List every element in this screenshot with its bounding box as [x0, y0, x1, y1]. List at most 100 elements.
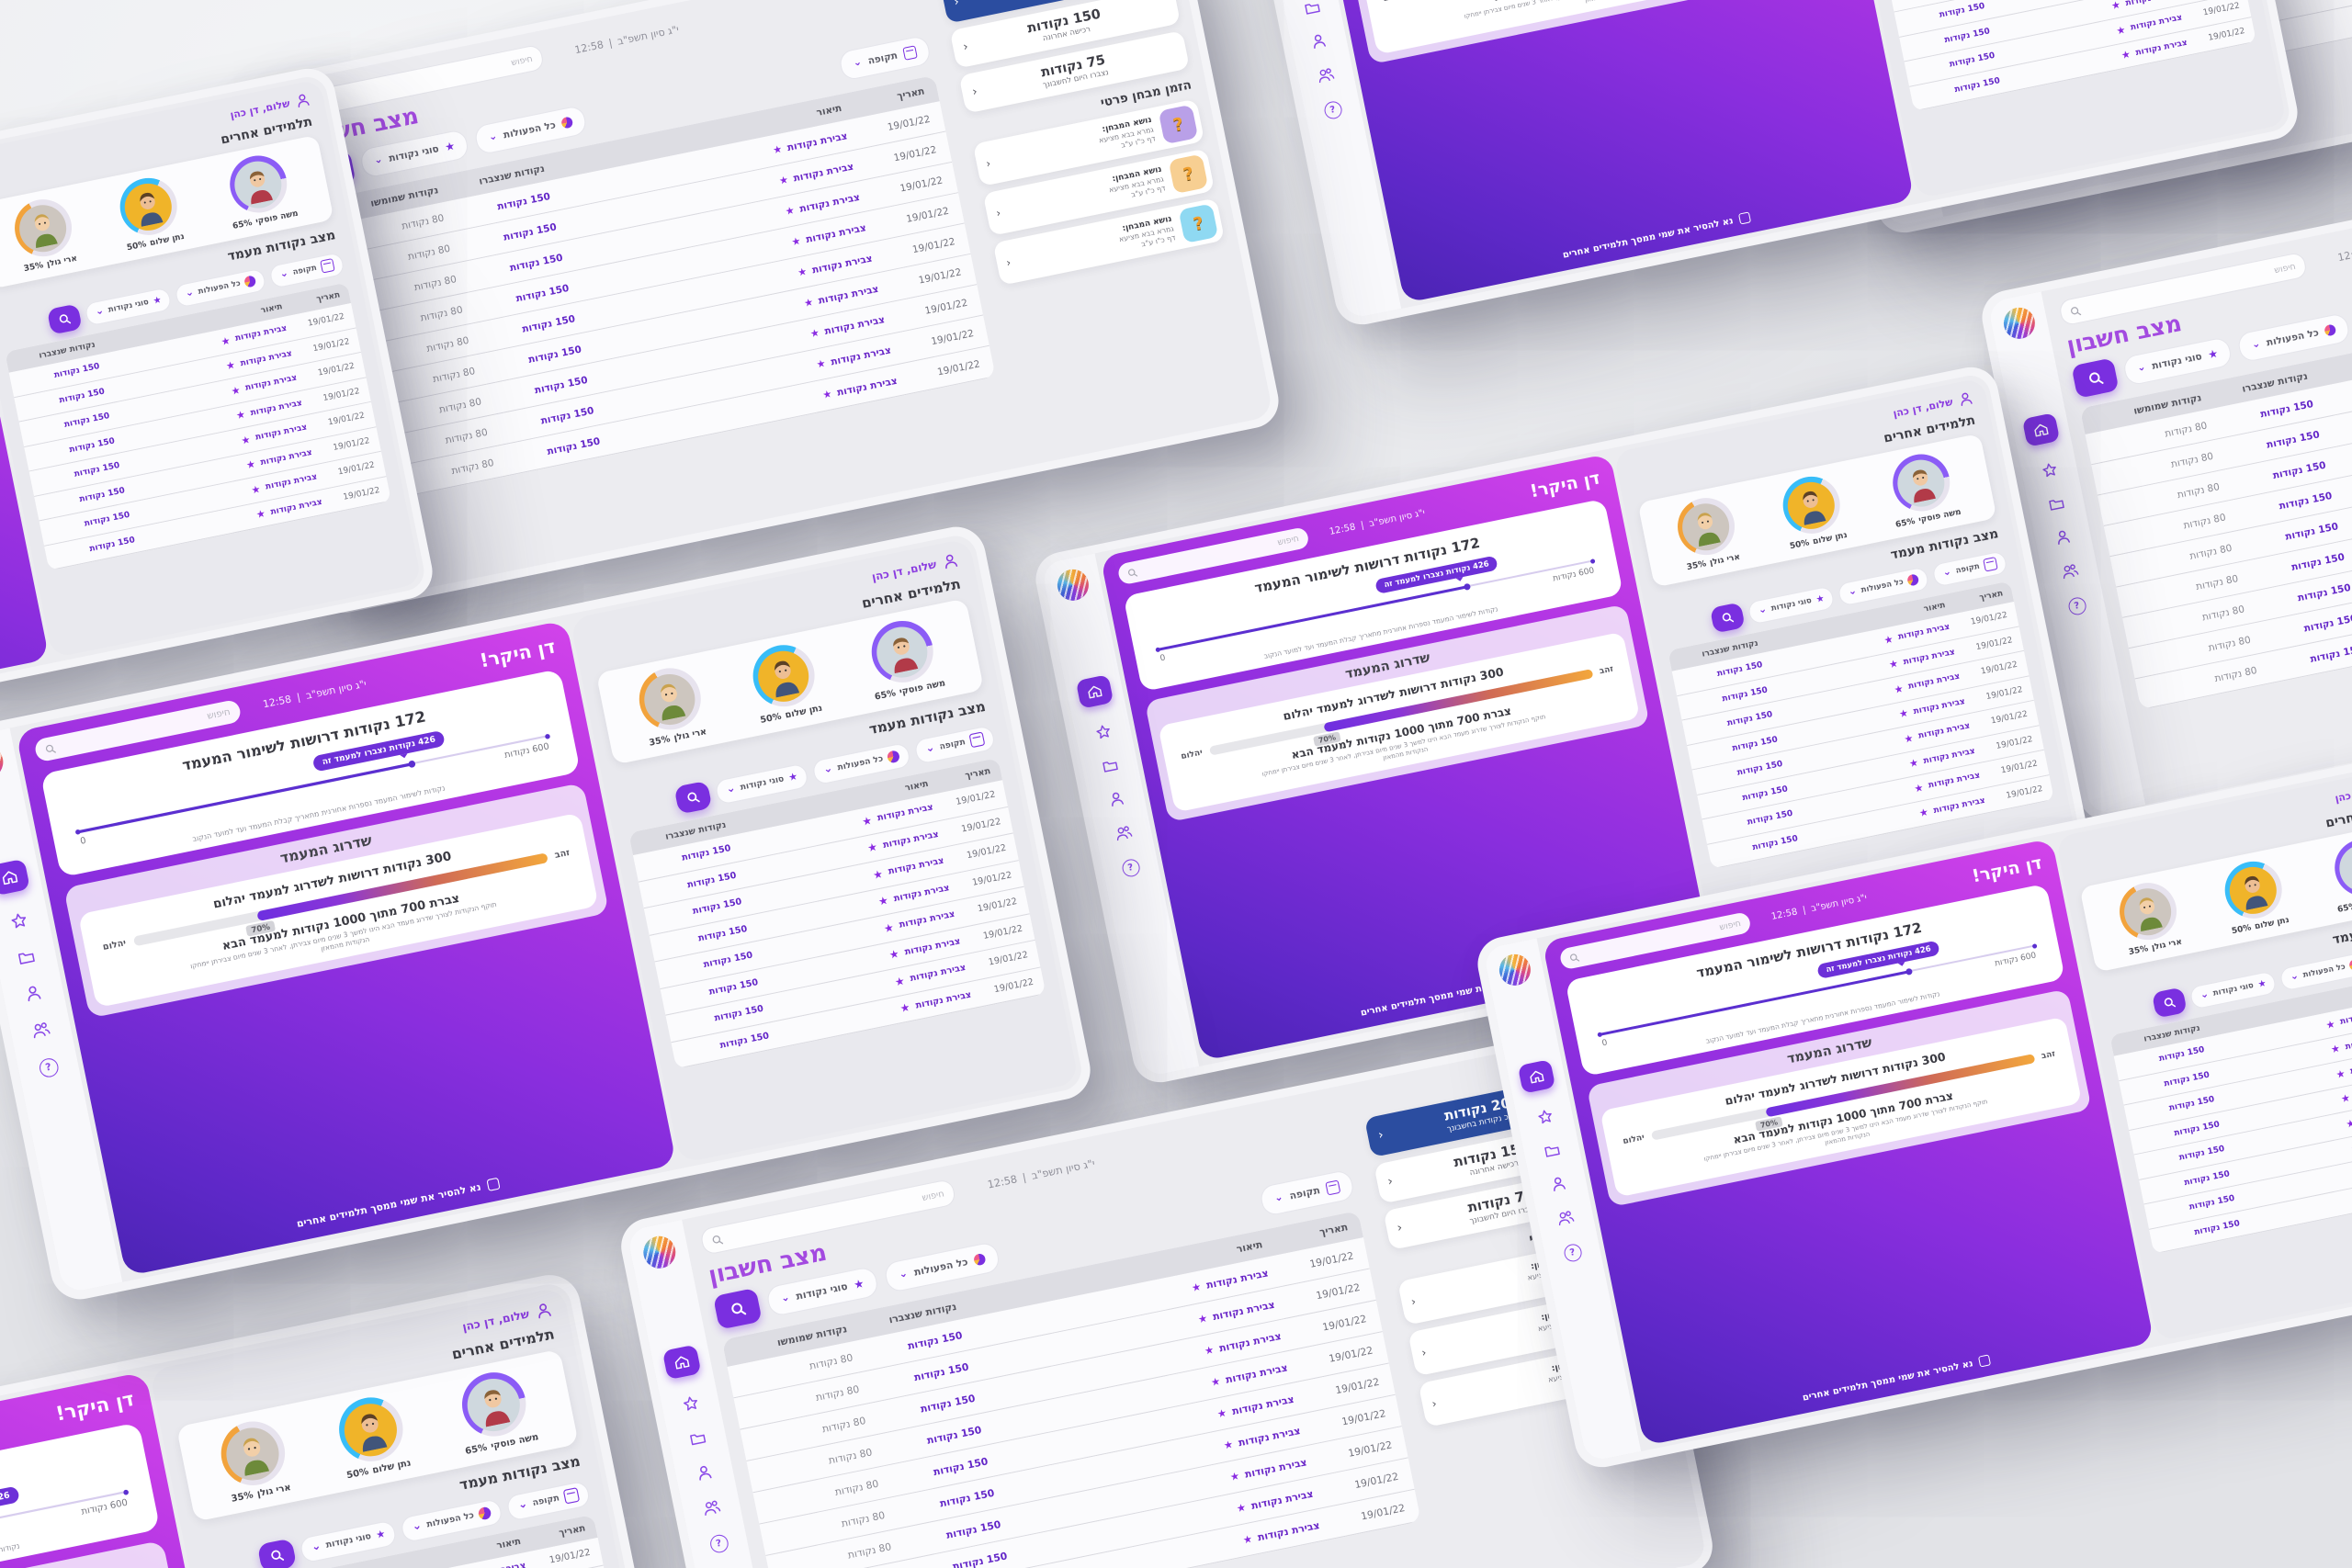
- search-button[interactable]: [1710, 602, 1747, 634]
- filter-all-actions[interactable]: כל הפעולות ⌄: [2278, 950, 2352, 991]
- user-greeting[interactable]: שלום, דן כהן: [166, 1301, 553, 1394]
- folder-icon[interactable]: [1543, 1142, 1561, 1158]
- star-icon[interactable]: [8, 911, 28, 931]
- user-icon[interactable]: [1550, 1175, 1567, 1193]
- search-button[interactable]: [2152, 987, 2188, 1019]
- users-icon[interactable]: [702, 1498, 722, 1517]
- status-panel: חיפוש י"ג סיון תשפ"ב|12:58 דן היקר! 172 …: [1542, 838, 2154, 1447]
- student-item[interactable]: ארי גולן 35%: [633, 662, 709, 749]
- slider-max-label: 600 נקודות: [1552, 566, 1596, 584]
- student-item[interactable]: ארי גולן 35%: [9, 194, 79, 275]
- filter-period[interactable]: תקופה ⌄: [1931, 549, 2008, 588]
- folder-icon[interactable]: [2047, 495, 2065, 512]
- chevron-down-icon: ⌄: [372, 152, 384, 166]
- help-icon[interactable]: ?: [2066, 595, 2087, 617]
- search-button[interactable]: [2071, 357, 2120, 399]
- home-icon[interactable]: [1075, 674, 1114, 709]
- bar-from-label: זהב: [1598, 664, 1614, 677]
- star-icon: ★: [2207, 346, 2220, 362]
- star-icon: ★: [1203, 1343, 1216, 1358]
- users-icon[interactable]: [1114, 824, 1133, 842]
- users-icon[interactable]: [1316, 66, 1335, 85]
- search-input[interactable]: חיפוש: [1116, 526, 1310, 586]
- star-icon[interactable]: [681, 1394, 700, 1414]
- student-item[interactable]: נתן שלום 50%: [746, 639, 823, 726]
- star-icon: ★: [893, 974, 906, 989]
- user-greeting[interactable]: שלום, דן כהן: [586, 552, 959, 643]
- user-greeting[interactable]: שלום, דן כהן: [0, 92, 311, 175]
- filter-period[interactable]: תקופה ⌄: [1258, 1168, 1356, 1217]
- search-input[interactable]: חיפוש: [1558, 911, 1752, 971]
- star-icon: ★: [1190, 1280, 1203, 1295]
- filter-period[interactable]: תקופה ⌄: [505, 1479, 592, 1522]
- star-icon: ★: [224, 358, 237, 373]
- help-icon[interactable]: ?: [707, 1533, 729, 1555]
- user-icon[interactable]: [1310, 32, 1328, 51]
- folder-icon[interactable]: [17, 948, 36, 966]
- search-button[interactable]: [673, 780, 713, 815]
- user-icon[interactable]: [24, 983, 43, 1002]
- home-icon[interactable]: [0, 858, 30, 897]
- search-input[interactable]: חיפוש: [699, 1178, 957, 1256]
- users-icon[interactable]: [2060, 562, 2079, 581]
- folder-icon[interactable]: [1303, 0, 1321, 16]
- student-item[interactable]: ארי גולן 35%: [215, 1416, 293, 1505]
- search-input[interactable]: חיפוש: [2057, 251, 2309, 327]
- remove-me-checkbox[interactable]: [1978, 1354, 1992, 1368]
- slider-thumb[interactable]: [1905, 967, 1913, 976]
- search-input[interactable]: חיפוש: [33, 698, 243, 763]
- student-item[interactable]: נתן שלום 50%: [333, 1392, 412, 1482]
- slider-thumb[interactable]: [407, 759, 416, 768]
- user-icon[interactable]: [1108, 790, 1125, 808]
- star-icon[interactable]: [1535, 1108, 1554, 1126]
- help-icon[interactable]: ?: [1322, 99, 1343, 121]
- slider-thumb[interactable]: [1463, 582, 1471, 591]
- status-points-table: תאריך תיאור נקודות שנצברו 19/01/22צבירת …: [1870, 0, 2256, 112]
- users-icon[interactable]: [30, 1020, 51, 1040]
- help-icon[interactable]: ?: [1562, 1242, 1583, 1264]
- filter-period[interactable]: תקופה ⌄: [838, 34, 933, 82]
- star-icon: ★: [876, 894, 890, 909]
- home-icon[interactable]: [1517, 1059, 1556, 1094]
- pie-icon: [560, 116, 574, 130]
- search-button[interactable]: [257, 1538, 298, 1568]
- star-icon: ★: [375, 1528, 387, 1541]
- student-item[interactable]: ארי גולן 35%: [1672, 492, 1742, 573]
- student-item[interactable]: ארי גולן 35%: [2114, 877, 2184, 958]
- star-icon: ★: [784, 204, 796, 218]
- chevron-down-icon: ⌄: [779, 1290, 791, 1304]
- user-icon[interactable]: [2054, 528, 2072, 547]
- user-icon[interactable]: [695, 1463, 714, 1482]
- student-item[interactable]: נתן שלום 50%: [1777, 471, 1849, 551]
- folder-icon[interactable]: [688, 1429, 707, 1447]
- remove-me-checkbox[interactable]: [1738, 211, 1752, 225]
- account-status-screen: ? חיפוש י"ג סיון תשפ"ב|12:58 מצב חשבון ★: [626, 1032, 1708, 1568]
- home-icon[interactable]: [2021, 412, 2061, 447]
- tablet-device: ? חיפוש י"ג סיון תשפ"ב|12:58 דן היקר! 17…: [1233, 0, 2302, 330]
- tablet-device: ? חיפוש י"ג סיון תשפ"ב|12:58 דן היקר! 17…: [0, 63, 437, 789]
- user-greeting[interactable]: שלום, דן כהן: [1629, 390, 1974, 474]
- home-icon[interactable]: [662, 1344, 702, 1381]
- users-icon[interactable]: [1555, 1209, 1575, 1227]
- search-button[interactable]: [47, 303, 84, 335]
- help-icon[interactable]: ?: [37, 1056, 60, 1079]
- star-icon[interactable]: [2040, 461, 2058, 479]
- datetime: י"ג סיון תשפ"ב|12:58: [262, 679, 368, 711]
- tablet-device: ? חיפוש י"ג סיון תשפ"ב|12:58 דן היקר! 17…: [1031, 362, 2100, 1088]
- student-item[interactable]: נתן שלום 50%: [2219, 856, 2290, 936]
- student-item[interactable]: נתן שלום 50%: [114, 173, 186, 253]
- filter-period[interactable]: תקופה ⌄: [913, 724, 997, 765]
- help-icon[interactable]: ?: [1120, 857, 1141, 879]
- avatar: [120, 178, 176, 234]
- search-button[interactable]: [712, 1287, 763, 1330]
- remove-me-checkbox[interactable]: [486, 1177, 501, 1191]
- upgrade-subtitle: צברת 700 מתוך 1000 נקודות למעמד הבא: [1383, 0, 1825, 26]
- folder-icon[interactable]: [1101, 757, 1119, 773]
- star-icon[interactable]: [1093, 723, 1112, 741]
- filter-period[interactable]: תקופה ⌄: [268, 251, 345, 289]
